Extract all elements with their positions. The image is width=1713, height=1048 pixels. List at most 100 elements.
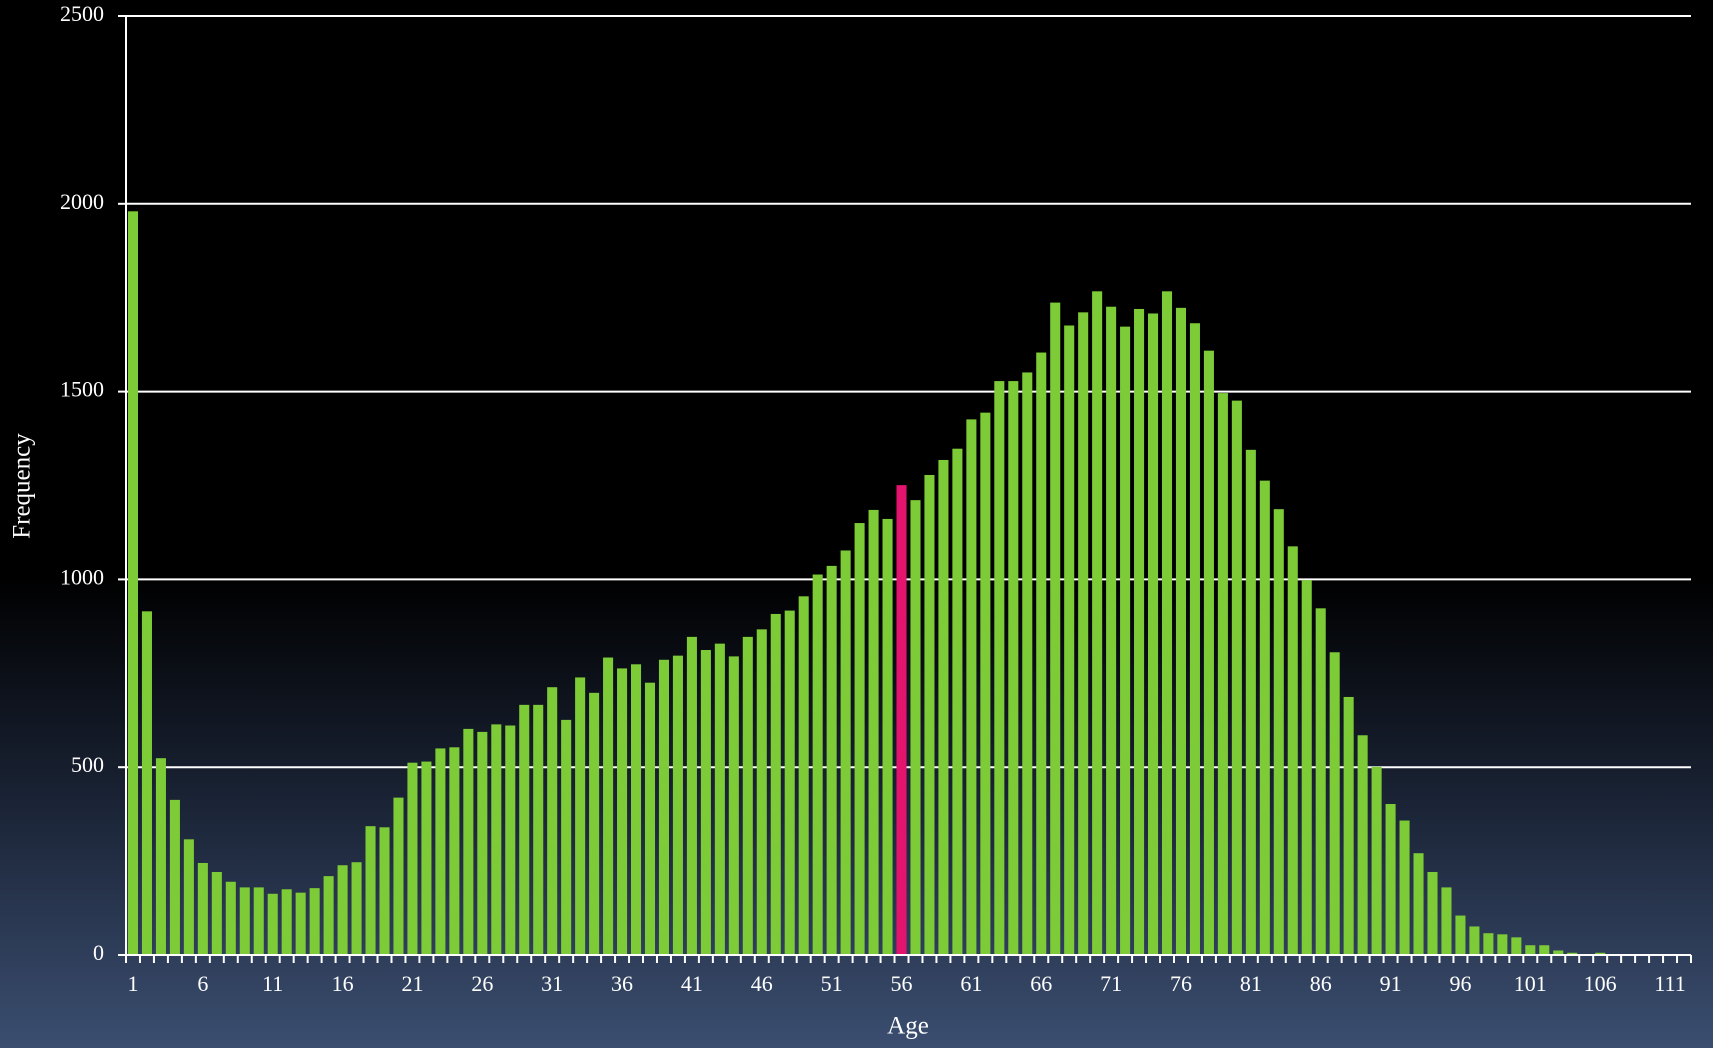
x-tick-label: 81 bbox=[1240, 971, 1262, 996]
bar bbox=[1078, 312, 1089, 955]
bar bbox=[421, 761, 432, 955]
bar bbox=[1483, 933, 1494, 955]
x-tick-label: 91 bbox=[1380, 971, 1402, 996]
bar bbox=[407, 762, 418, 955]
bar bbox=[938, 459, 949, 955]
bar bbox=[1357, 735, 1368, 955]
bar bbox=[393, 797, 404, 955]
bar bbox=[1148, 313, 1159, 955]
bar bbox=[1469, 926, 1480, 955]
bar bbox=[183, 839, 194, 955]
bar bbox=[1385, 804, 1396, 955]
x-tick-label: 71 bbox=[1100, 971, 1122, 996]
bar bbox=[1329, 652, 1340, 955]
y-tick-label: 0 bbox=[93, 940, 104, 965]
x-tick-label: 51 bbox=[821, 971, 843, 996]
bar bbox=[882, 518, 893, 955]
bar bbox=[868, 509, 879, 955]
bar bbox=[267, 893, 278, 955]
bar bbox=[617, 668, 628, 955]
bar bbox=[1567, 952, 1578, 955]
bar bbox=[812, 574, 823, 955]
x-tick-label: 101 bbox=[1514, 971, 1547, 996]
bar bbox=[1287, 546, 1298, 955]
bar bbox=[337, 865, 348, 955]
bar bbox=[1259, 480, 1270, 955]
bar bbox=[225, 881, 236, 955]
bar bbox=[1497, 934, 1508, 955]
bar bbox=[756, 629, 767, 955]
bar bbox=[854, 523, 865, 955]
bar bbox=[910, 500, 921, 955]
bar bbox=[770, 613, 781, 955]
bar bbox=[1134, 308, 1145, 955]
bar bbox=[533, 704, 544, 955]
bar bbox=[253, 887, 264, 955]
bar bbox=[141, 611, 152, 955]
bar bbox=[575, 677, 586, 955]
x-tick-label: 96 bbox=[1449, 971, 1471, 996]
y-tick-label: 1000 bbox=[60, 564, 104, 589]
x-tick-label: 31 bbox=[541, 971, 563, 996]
bar bbox=[561, 719, 572, 955]
bar bbox=[924, 474, 935, 955]
bar bbox=[1553, 950, 1564, 955]
x-tick-label: 21 bbox=[401, 971, 423, 996]
bar bbox=[127, 211, 139, 955]
bar bbox=[644, 682, 656, 955]
bar bbox=[952, 448, 963, 955]
bar bbox=[1092, 291, 1103, 955]
bar bbox=[365, 826, 376, 955]
bar bbox=[435, 748, 446, 955]
bar bbox=[323, 876, 334, 955]
bar bbox=[826, 565, 837, 955]
x-tick-label: 6 bbox=[197, 971, 208, 996]
x-tick-label: 41 bbox=[681, 971, 703, 996]
bar bbox=[714, 643, 725, 955]
bar bbox=[700, 650, 711, 955]
bar bbox=[1203, 350, 1214, 955]
x-tick-label: 56 bbox=[891, 971, 913, 996]
bar bbox=[1343, 696, 1354, 955]
bar bbox=[1161, 291, 1173, 955]
bar bbox=[1399, 820, 1410, 955]
bar bbox=[1189, 323, 1200, 955]
x-tick-label: 36 bbox=[611, 971, 633, 996]
bar bbox=[449, 747, 460, 955]
bar bbox=[1511, 937, 1522, 955]
bar bbox=[169, 799, 180, 955]
bar bbox=[1120, 326, 1131, 955]
bar bbox=[1315, 608, 1326, 955]
bar bbox=[1441, 887, 1452, 955]
bar bbox=[379, 827, 390, 955]
bar bbox=[686, 636, 697, 955]
bar bbox=[211, 871, 222, 955]
x-tick-label: 46 bbox=[751, 971, 773, 996]
bar bbox=[1539, 945, 1550, 955]
x-tick-label: 76 bbox=[1170, 971, 1192, 996]
bar bbox=[1036, 352, 1047, 955]
bar bbox=[309, 888, 320, 955]
bar bbox=[1595, 952, 1606, 955]
x-tick-label: 111 bbox=[1654, 971, 1685, 996]
bar bbox=[1175, 307, 1187, 955]
bar bbox=[798, 596, 809, 955]
bar bbox=[239, 887, 250, 955]
y-tick-label: 2500 bbox=[60, 1, 104, 26]
bar bbox=[994, 381, 1005, 955]
x-axis-label: Age bbox=[887, 1013, 929, 1040]
bar bbox=[1217, 393, 1228, 955]
bar bbox=[1022, 372, 1033, 955]
bar bbox=[477, 731, 488, 955]
bar bbox=[966, 419, 977, 955]
bar bbox=[1245, 449, 1256, 955]
bar bbox=[491, 724, 502, 955]
x-tick-label: 61 bbox=[960, 971, 982, 996]
x-tick-label: 26 bbox=[471, 971, 493, 996]
bar bbox=[1413, 853, 1424, 955]
bar bbox=[1371, 766, 1382, 955]
bar bbox=[1050, 302, 1061, 956]
x-tick-label: 66 bbox=[1030, 971, 1052, 996]
